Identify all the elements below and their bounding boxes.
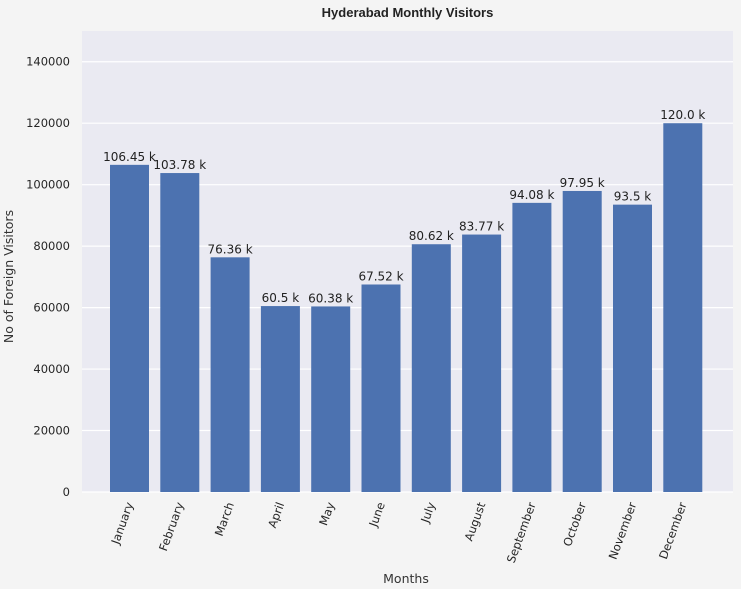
y-tick-label: 20000 <box>33 424 70 438</box>
chart-title: Hyderabad Monthly Visitors <box>322 5 494 20</box>
bar <box>160 173 200 492</box>
y-tick-label: 80000 <box>33 239 70 253</box>
x-tick-label: November <box>606 500 640 561</box>
bar <box>462 234 502 492</box>
x-tick-label: July <box>418 500 439 525</box>
data-label: 80.62 k <box>409 229 454 243</box>
bar <box>260 306 300 492</box>
x-tick-label: January <box>108 500 136 547</box>
y-tick-label: 40000 <box>33 362 70 376</box>
data-label: 94.08 k <box>509 188 554 202</box>
x-tick-label: August <box>461 500 488 543</box>
x-tick-label: October <box>560 500 589 548</box>
data-label: 76.36 k <box>208 242 253 256</box>
y-tick-label: 100000 <box>26 178 70 192</box>
data-label: 103.78 k <box>153 158 206 172</box>
bar <box>210 257 250 492</box>
x-axis-label: Months <box>383 571 429 586</box>
bar <box>311 306 351 492</box>
bar <box>613 204 652 493</box>
data-label: 93.5 k <box>614 190 652 204</box>
data-label: 120.0 k <box>660 108 705 122</box>
y-tick-label: 140000 <box>26 55 70 69</box>
data-label: 106.45 k <box>103 150 156 164</box>
y-tick-label: 120000 <box>26 116 70 130</box>
x-tick-label: March <box>212 500 237 538</box>
x-tick-label: September <box>504 500 539 565</box>
data-label: 60.5 k <box>262 291 300 305</box>
data-label: 83.77 k <box>459 220 504 234</box>
bar <box>110 164 149 492</box>
y-tick-label: 60000 <box>33 301 70 315</box>
bars <box>110 123 703 493</box>
x-tick-label: December <box>656 500 690 561</box>
data-label: 60.38 k <box>308 291 353 305</box>
x-tick-label: April <box>265 500 287 529</box>
bar <box>562 190 602 493</box>
y-axis-label: No of Foreign Visitors <box>1 210 16 343</box>
x-tick-label: June <box>366 500 388 529</box>
x-tick-label: May <box>316 500 337 527</box>
x-axis-ticks: January February March April May June July Augu… <box>108 500 690 565</box>
x-tick-label: February <box>156 500 187 553</box>
bar <box>411 244 451 492</box>
y-axis-ticks: 0 20000 40000 60000 80000 100000 120000 140000 <box>26 55 70 499</box>
data-label: 97.95 k <box>560 176 605 190</box>
bar <box>663 123 703 492</box>
data-label: 67.52 k <box>358 269 403 283</box>
bar <box>512 202 552 493</box>
y-tick-label: 0 <box>63 485 70 499</box>
bar <box>361 284 401 492</box>
